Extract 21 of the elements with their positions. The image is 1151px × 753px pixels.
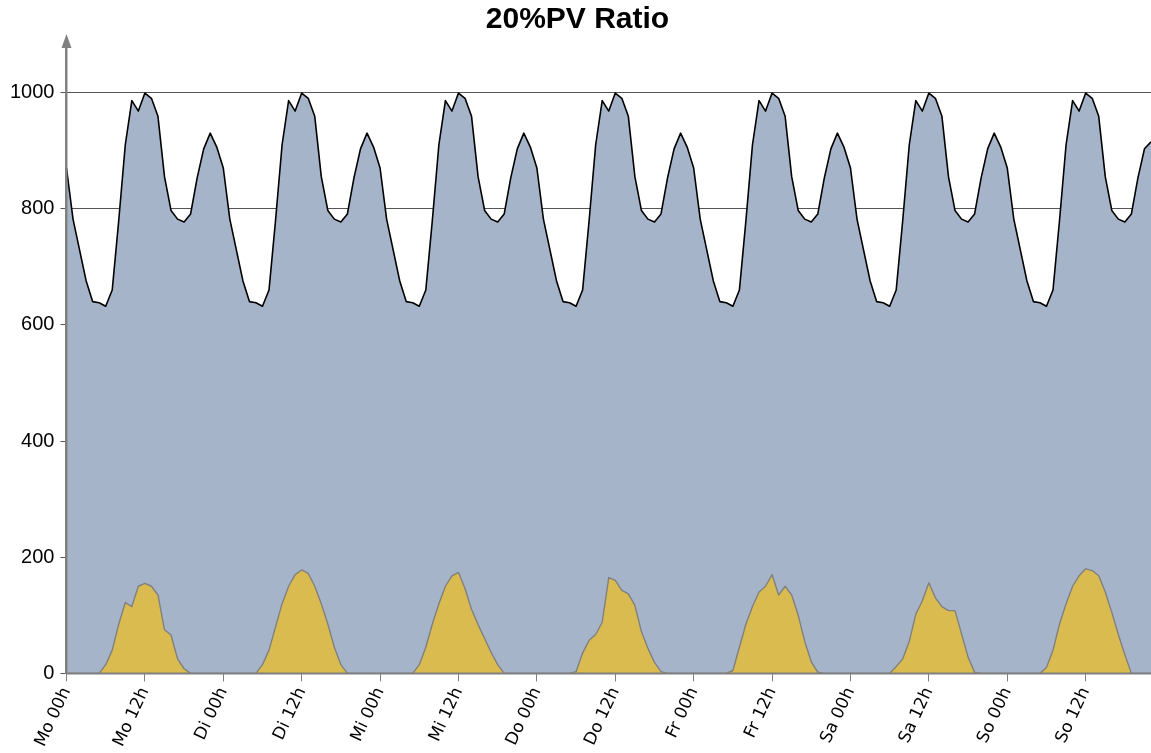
x-tick-label: Do 12h [578,683,623,748]
x-tick-label: Di 12h [267,683,310,743]
x-tick-label: Sa 12h [893,683,937,746]
y-tick-label: 400 [21,428,55,451]
x-tick-label: So 12h [1050,683,1094,746]
x-tick-label: Sa 00h [815,683,859,746]
x-tick-label: Fr 00h [660,683,702,741]
x-tick-label: Mi 12h [423,683,467,745]
chart-title: 20%PV Ratio [485,1,670,35]
y-tick-label: 200 [21,544,55,567]
y-tick-label: 800 [21,196,55,219]
x-tick-label: Mo 00h [29,683,75,750]
y-tick-label: 0 [43,660,55,683]
x-tick-label: So 00h [971,683,1015,746]
x-tick-label: Fr 12h [739,683,780,741]
y-tick-label: 600 [21,312,55,335]
y-tick-label: 1000 [9,79,55,102]
x-tick-label: Di 00h [189,683,231,743]
x-tick-label: Mi 00h [345,683,388,745]
x-tick-label: Do 00h [500,683,545,748]
x-tick-label: Mo 12h [107,683,153,750]
